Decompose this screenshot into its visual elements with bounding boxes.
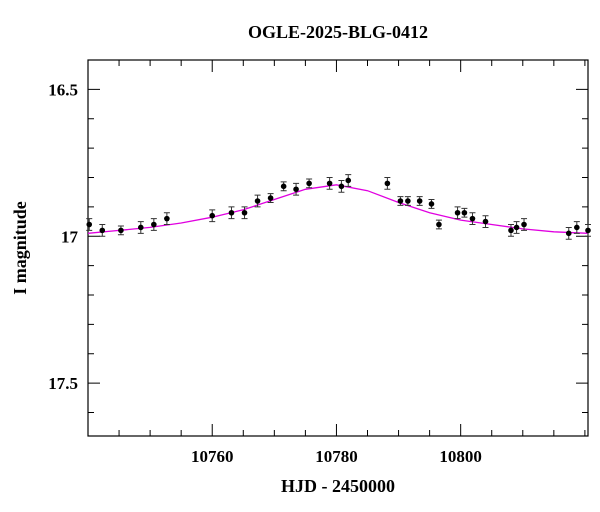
y-tick-label: 17.5	[48, 374, 78, 393]
data-point	[428, 201, 435, 207]
data-point	[521, 221, 527, 228]
data-point	[416, 198, 423, 204]
data-point	[397, 198, 404, 204]
data-point	[384, 180, 391, 187]
data-point	[164, 215, 170, 222]
data-point	[151, 221, 157, 228]
data-point	[326, 180, 333, 187]
data-point	[469, 215, 476, 222]
data-point	[461, 209, 468, 216]
data-point	[267, 195, 274, 201]
data-point	[338, 183, 345, 190]
data-point	[574, 224, 580, 231]
data-point	[293, 186, 299, 193]
y-tick-label: 17	[61, 227, 79, 246]
y-tick-label: 16.5	[48, 80, 78, 99]
data-point	[209, 212, 216, 219]
x-tick-label: 10800	[439, 447, 482, 466]
data-point	[345, 177, 352, 184]
plot-frame	[87, 59, 589, 437]
data-point	[405, 198, 411, 204]
data-point	[280, 183, 287, 190]
data-point	[254, 198, 261, 204]
data-point	[585, 227, 591, 234]
data-point	[508, 227, 514, 234]
data-point	[482, 218, 489, 225]
data-point	[86, 221, 93, 228]
x-tick-label: 10760	[191, 447, 234, 466]
data-point	[241, 209, 248, 216]
model-curve	[87, 184, 589, 234]
data-point	[436, 221, 442, 228]
data-point	[228, 209, 235, 216]
data-point	[513, 224, 520, 231]
chart-title: OGLE-2025-BLG-0412	[248, 22, 428, 42]
data-point	[454, 209, 461, 216]
data-point	[137, 224, 144, 231]
data-point	[99, 227, 106, 234]
data-point	[306, 180, 312, 187]
data-point	[118, 227, 124, 234]
x-axis-label: HJD - 2450000	[281, 476, 395, 496]
y-axis-label: I magnitude	[10, 201, 30, 295]
x-tick-label: 10780	[315, 447, 358, 466]
data-point	[565, 230, 572, 237]
